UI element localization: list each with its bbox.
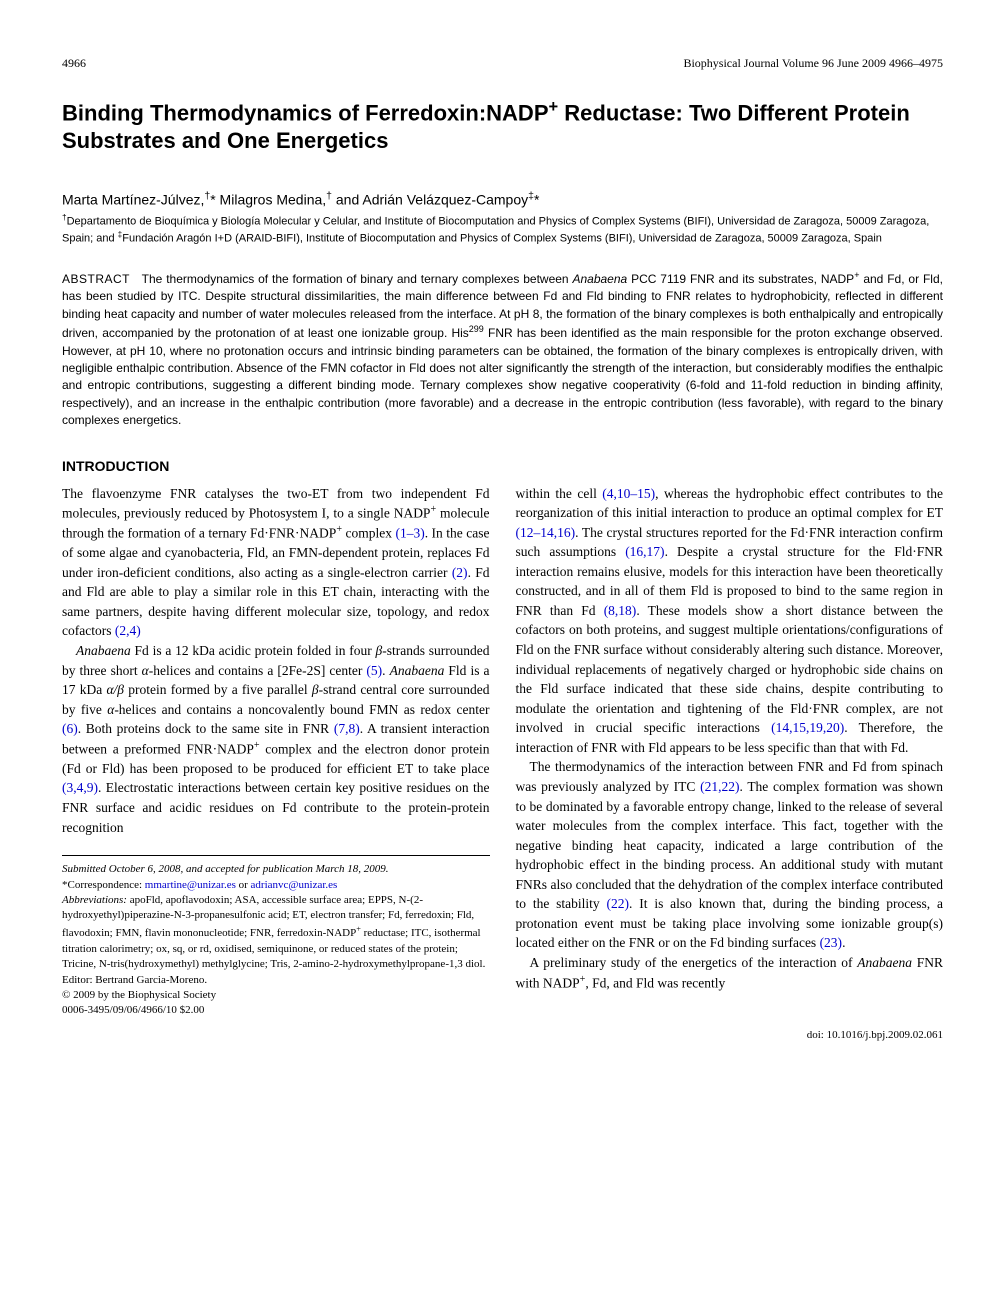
body-paragraph: within the cell (4,10–15), whereas the h… [516,484,944,758]
correspondence-label: *Correspondence: [62,879,142,891]
section-heading-introduction: INTRODUCTION [62,458,943,474]
or-text: or [239,879,248,891]
abstract: ABSTRACT The thermodynamics of the forma… [62,269,943,430]
page-footer: doi: 10.1016/j.bpj.2009.02.061 [62,1029,943,1041]
body-paragraph: Anabaena Fd is a 12 kDa acidic protein f… [62,641,490,837]
body-paragraph: A preliminary study of the energetics of… [516,953,944,993]
journal-volume: Biophysical Journal Volume 96 June 2009 … [683,56,943,71]
abbreviations-line: Abbreviations: apoFld, apoflavodoxin; AS… [62,893,490,973]
article-title: Binding Thermodynamics of Ferredoxin:NAD… [62,97,943,154]
doi: doi: 10.1016/j.bpj.2009.02.061 [807,1029,943,1041]
body-columns: The flavoenzyme FNR catalyses the two-ET… [62,484,943,1019]
submitted-line: Submitted October 6, 2008, and accepted … [62,862,490,877]
correspondence-line: *Correspondence: mmartine@unizar.es or a… [62,878,490,893]
editor-line: Editor: Bertrand Garcia-Moreno. [62,973,490,988]
issn-line: 0006-3495/09/06/4966/10 $2.00 [62,1003,490,1018]
page: 4966 Biophysical Journal Volume 96 June … [0,0,1005,1081]
abstract-text: The thermodynamics of the formation of b… [62,272,943,427]
correspondence-email-2[interactable]: adrianvc@unizar.es [251,879,338,891]
body-paragraph: The flavoenzyme FNR catalyses the two-ET… [62,484,490,642]
correspondence-email-1[interactable]: mmartine@unizar.es [145,879,236,891]
author-list: Marta Martínez-Júlvez,†* Milagros Medina… [62,190,943,208]
footnotes-block: Submitted October 6, 2008, and accepted … [62,855,490,1019]
page-number: 4966 [62,56,86,71]
abstract-label: ABSTRACT [62,272,130,286]
affiliations: †Departamento de Bioquímica y Biología M… [62,212,943,247]
body-paragraph: The thermodynamics of the interaction be… [516,757,944,953]
running-head: 4966 Biophysical Journal Volume 96 June … [62,56,943,71]
abbrev-label: Abbreviations: [62,894,127,906]
copyright-line: © 2009 by the Biophysical Society [62,988,490,1003]
